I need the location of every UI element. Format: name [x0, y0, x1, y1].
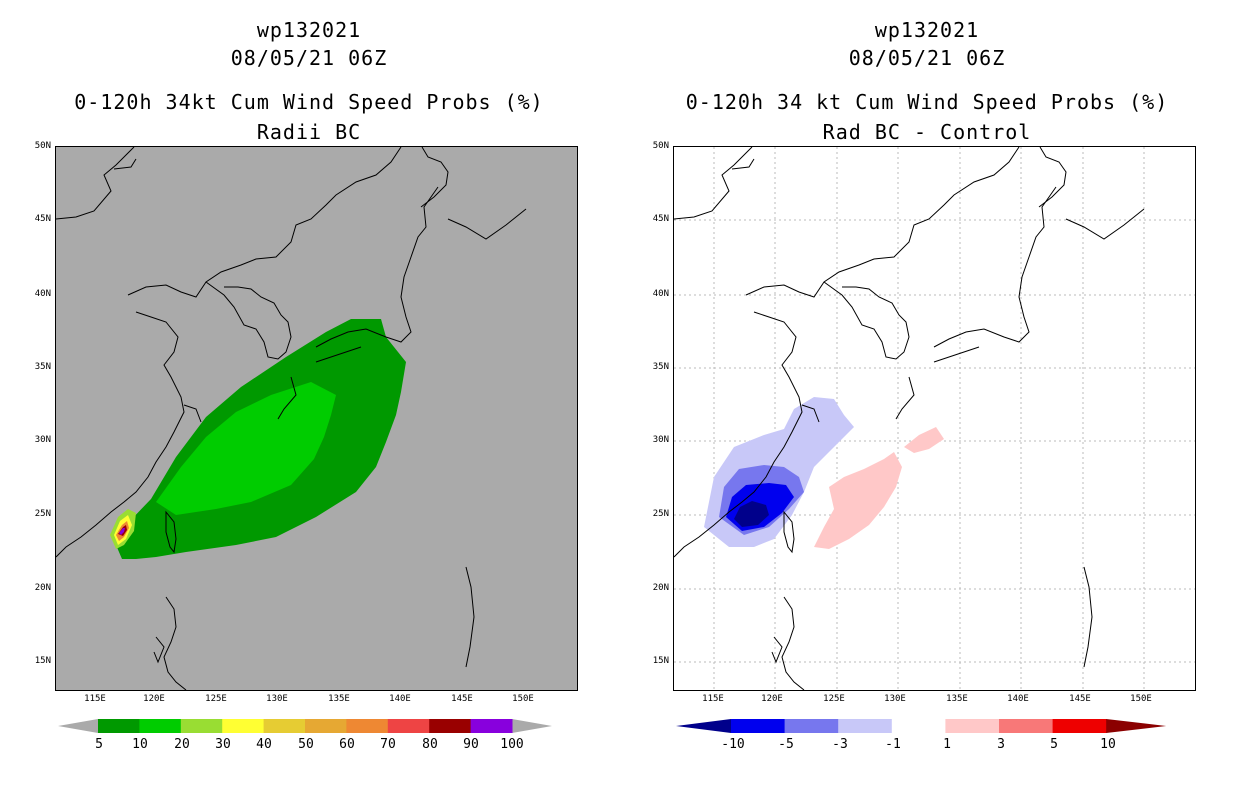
right-coastlines — [674, 147, 1145, 690]
colorbar-cell — [305, 719, 347, 733]
right-map — [673, 146, 1196, 691]
colorbar-cell — [891, 719, 946, 733]
left-lat-label: 45N — [34, 214, 51, 224]
right-lat-label: 15N — [652, 656, 669, 666]
colorbar-label: 1 — [943, 737, 951, 752]
colorbar-over-arrow — [1106, 719, 1167, 733]
colorbar-label: 100 — [500, 737, 524, 752]
right-lat-label: 20N — [652, 583, 669, 593]
colorbar-label: 10 — [132, 737, 148, 752]
right-lat-label: 40N — [652, 289, 669, 299]
colorbar-cell — [263, 719, 306, 733]
left-coastlines — [56, 147, 527, 690]
colorbar-under-arrow — [58, 719, 98, 733]
colorbar-label: 60 — [339, 737, 355, 752]
left-lat-label: 40N — [34, 289, 51, 299]
right-lat-label: 30N — [652, 435, 669, 445]
colorbar-cell — [387, 719, 430, 733]
colorbar-label: -3 — [832, 737, 848, 752]
left-lon-label: 135E — [328, 694, 350, 704]
colorbar-over-arrow — [512, 719, 552, 733]
colorbar-label: 50 — [298, 737, 314, 752]
right-lon-label: 145E — [1069, 694, 1091, 704]
left-lat-label: 35N — [34, 362, 51, 372]
colorbar-cell — [784, 719, 839, 733]
diff-plus1-contour — [814, 452, 902, 549]
colorbar-cell — [429, 719, 472, 733]
colorbar-cell — [1052, 719, 1107, 733]
left-lat-label: 20N — [34, 583, 51, 593]
colorbar-label: 70 — [380, 737, 396, 752]
colorbar-cell — [222, 719, 265, 733]
left-lon-label: 140E — [389, 694, 411, 704]
left-lon-label: 145E — [451, 694, 473, 704]
colorbar-label: -5 — [778, 737, 794, 752]
colorbar-label: 80 — [422, 737, 438, 752]
right-lon-label: 135E — [946, 694, 968, 704]
left-lon-label: 150E — [512, 694, 534, 704]
right-lon-label: 150E — [1130, 694, 1152, 704]
prob-10-contour — [156, 382, 336, 515]
colorbar-label: 10 — [1100, 737, 1116, 752]
colorbar-cell — [98, 719, 140, 733]
left-lat-label: 15N — [34, 656, 51, 666]
left-colorbar — [58, 719, 552, 733]
left-subtitle: Radii BC — [256, 120, 362, 144]
right-lat-label: 35N — [652, 362, 669, 372]
left-map-graphic — [56, 147, 527, 690]
right-subtitle: Rad BC - Control — [822, 120, 1032, 144]
left-lon-label: 125E — [205, 694, 227, 704]
right-lon-label: 140E — [1007, 694, 1029, 704]
left-product-title: 0-120h 34kt Cum Wind Speed Probs (%) — [74, 90, 544, 114]
right-date: 08/05/21 06Z — [848, 46, 1006, 70]
colorbar-cell — [838, 719, 893, 733]
prob-90-contour — [119, 528, 125, 535]
right-gridlines — [674, 147, 1195, 690]
right-map-graphic — [674, 147, 1195, 690]
left-lon-label: 120E — [143, 694, 165, 704]
colorbar-label: 40 — [256, 737, 272, 752]
colorbar-label: 30 — [215, 737, 231, 752]
left-lat-label: 50N — [34, 141, 51, 151]
right-lon-label: 130E — [884, 694, 906, 704]
colorbar-cell — [470, 719, 513, 733]
diff-minus10-contour — [734, 501, 769, 527]
right-storm-id: wp132021 — [874, 18, 980, 42]
diff-plus1-contour-north — [904, 427, 944, 453]
right-lat-label: 25N — [652, 509, 669, 519]
right-lon-label: 115E — [702, 694, 724, 704]
colorbar-label: 3 — [997, 737, 1005, 752]
right-lon-label: 120E — [761, 694, 783, 704]
colorbar-label: 90 — [463, 737, 479, 752]
left-lon-label: 130E — [266, 694, 288, 704]
colorbar-under-arrow — [676, 719, 731, 733]
left-lon-label: 115E — [84, 694, 106, 704]
right-lat-label: 50N — [652, 141, 669, 151]
colorbar-cell — [945, 719, 1000, 733]
left-lat-label: 25N — [34, 509, 51, 519]
right-colorbar — [676, 719, 1167, 733]
left-panel: wp132021 08/05/21 06Z 0-120h 34kt Cum Wi… — [34, 18, 578, 752]
colorbar-label: -10 — [721, 737, 745, 752]
left-lat-label: 30N — [34, 435, 51, 445]
left-storm-id: wp132021 — [256, 18, 362, 42]
colorbar-label: 5 — [1050, 737, 1058, 752]
right-panel: wp132021 08/05/21 06Z 0-120h 34 kt Cum W… — [618, 0, 1236, 800]
colorbar-cell — [139, 719, 182, 733]
colorbar-label: -1 — [885, 737, 901, 752]
right-lon-label: 125E — [823, 694, 845, 704]
left-map — [55, 146, 578, 691]
colorbar-cell — [346, 719, 389, 733]
left-date: 08/05/21 06Z — [230, 46, 388, 70]
colorbar-cell — [731, 719, 786, 733]
right-product-title: 0-120h 34 kt Cum Wind Speed Probs (%) — [685, 90, 1169, 114]
colorbar-label: 20 — [174, 737, 190, 752]
colorbar-cell — [999, 719, 1054, 733]
colorbar-label: 5 — [95, 737, 103, 752]
colorbar-cell — [180, 719, 223, 733]
right-lat-label: 45N — [652, 214, 669, 224]
